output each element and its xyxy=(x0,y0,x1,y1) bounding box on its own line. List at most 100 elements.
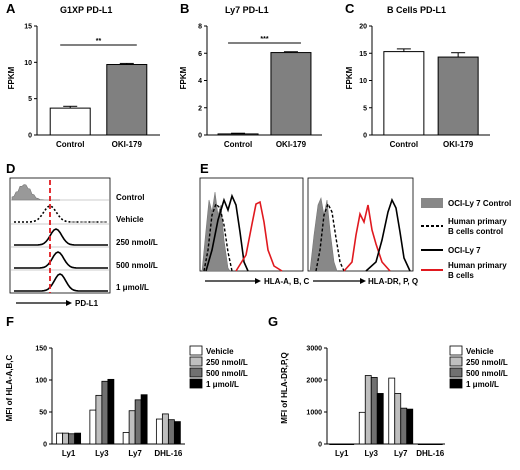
panel-a-bar-control xyxy=(49,107,91,136)
panel-g-bar-chart: 0 1000 2000 3000 Ly1 Ly3 Ly7 DHL-16 Vehicle 250 n… xyxy=(306,346,507,459)
panel-b-ytick-label: 2 xyxy=(198,105,202,112)
panel-c-ytick-label: 5 xyxy=(363,105,367,112)
panel-a-significance-label: ** xyxy=(96,38,102,45)
panel-c-title: B Cells PD-L1 xyxy=(387,5,446,15)
panel-b-bar-control xyxy=(217,133,259,136)
panel-f-legend-label: Vehicle xyxy=(206,347,234,356)
panel-e-right-xlabel: HLA-DR, P, Q xyxy=(368,277,418,286)
panel-g-legend-label: 500 nmol/L xyxy=(466,369,508,378)
panel-f-ytick-label: 0 xyxy=(43,442,47,449)
panel-f-category-label: Ly1 xyxy=(62,449,76,458)
panel-g-legend-label: 250 nmol/L xyxy=(466,358,508,367)
panel-a-ytick-label: 15 xyxy=(24,24,32,31)
panel-label-d: D xyxy=(6,161,15,176)
panel-e-left-primary-control-curve xyxy=(203,202,233,272)
panel-label-a: A xyxy=(6,1,16,16)
panel-g-legend-label: 1 μmol/L xyxy=(466,380,499,389)
panel-d-250-curve xyxy=(14,228,108,246)
panel-c-ylabel: FPKM xyxy=(345,66,354,89)
panel-g-ytick-label: 0 xyxy=(318,442,322,449)
panel-f-legend-swatch xyxy=(189,345,203,356)
panel-b-significance-label: *** xyxy=(260,36,268,43)
panel-g-bar xyxy=(400,407,408,445)
panel-a-title: G1XP PD-L1 xyxy=(60,5,112,15)
panel-c-bar-chart: 0 5 10 15 20 Control OKI-179 xyxy=(359,24,490,149)
panel-f-legend-swatch xyxy=(189,378,203,389)
panel-g-category-label: Ly3 xyxy=(365,449,379,458)
panel-d-vehicle-curve xyxy=(14,205,108,223)
panel-g-bar xyxy=(423,443,431,446)
panel-d-row-label-vehicle: Vehicle xyxy=(116,215,144,224)
panel-f-bar xyxy=(56,432,64,445)
panel-f-bar-chart: 0 50 100 150 Ly1 Ly3 Ly7 DHL-16 Vehicle 250 nmol/… xyxy=(35,346,248,459)
panel-d-histograms xyxy=(9,177,111,294)
panel-c-ytick-label: 20 xyxy=(359,24,367,31)
panel-d-xlabel: PD-L1 xyxy=(75,299,99,308)
panel-b-ytick-label: 4 xyxy=(198,78,202,85)
panel-g-ytick-label: 3000 xyxy=(306,346,322,353)
panel-g-legend-swatch xyxy=(449,356,463,367)
panel-f-bar xyxy=(140,394,148,445)
panel-g-bar xyxy=(406,408,414,445)
panel-c-ytick-label: 15 xyxy=(359,51,367,58)
panel-f-bar xyxy=(68,433,76,445)
panel-g-bar xyxy=(435,443,443,446)
panel-e-right-arrowhead-icon xyxy=(360,278,366,284)
panel-f-ytick-label: 150 xyxy=(35,346,47,353)
panel-label-c: C xyxy=(345,1,355,16)
panel-c-category-label: Control xyxy=(390,140,418,149)
panel-b-ytick-label: 8 xyxy=(198,24,202,31)
panel-d-arrowhead-icon xyxy=(66,300,72,306)
panel-f-bar xyxy=(95,394,103,445)
panel-g-bar xyxy=(394,393,402,445)
panel-b-title: Ly7 PD-L1 xyxy=(225,5,269,15)
panel-b-category-label: Control xyxy=(224,140,252,149)
panel-f-bar xyxy=(122,432,130,445)
legend-label-primary-control-2: B cells control xyxy=(448,227,503,236)
panel-g-bar xyxy=(364,375,372,445)
panel-c-bar-control xyxy=(383,51,425,136)
panel-f-bar xyxy=(161,413,169,445)
panel-e-left-xlabel: HLA-A, B, C xyxy=(264,277,310,286)
panel-c-ytick-label: 0 xyxy=(363,133,367,140)
panel-label-f: F xyxy=(6,314,14,329)
panel-d-control-histogram xyxy=(11,184,60,201)
panel-e-right-primary-control-curve xyxy=(315,202,345,272)
panel-label-g: G xyxy=(268,314,278,329)
panel-d-row-label-1umol: 1 μmol/L xyxy=(116,283,149,292)
panel-d-1umol-curve xyxy=(14,273,108,292)
panel-a-ytick-label: 5 xyxy=(28,96,32,103)
panel-b-bar-chart: 0 2 4 6 8 Control OKI-179 *** xyxy=(198,24,322,149)
panel-d-row-label-500: 500 nmol/L xyxy=(116,261,158,270)
panel-a-ytick-label: 10 xyxy=(24,60,32,67)
panel-g-bar xyxy=(429,443,437,446)
panel-f-legend-label: 1 μmol/L xyxy=(206,380,239,389)
panel-e-left-ocily7-curve xyxy=(205,193,249,272)
panel-c-category-label: OKI-179 xyxy=(443,140,474,149)
panel-f-bar xyxy=(167,419,175,445)
panel-g-category-label: Ly7 xyxy=(394,449,408,458)
panel-f-bar xyxy=(107,378,115,445)
legend-label-primary-1: Human primary xyxy=(448,261,507,270)
panel-a-ylabel: FPKM xyxy=(7,66,16,89)
panel-g-ytick-label: 2000 xyxy=(306,378,322,385)
panel-c-ytick-label: 10 xyxy=(359,78,367,85)
panel-g-category-label: Ly1 xyxy=(335,449,349,458)
panel-g-ytick-label: 1000 xyxy=(306,410,322,417)
panel-d-500-curve xyxy=(14,251,108,269)
panel-g-category-label: DHL-16 xyxy=(416,449,445,458)
panel-g-legend-swatch xyxy=(449,367,463,378)
panel-g-ylabel: MFI of HLA-DR,P,Q xyxy=(280,352,289,423)
panel-b-category-label: OKI-179 xyxy=(276,140,307,149)
panel-g-bar xyxy=(370,377,378,445)
panel-f-legend-swatch xyxy=(189,367,203,378)
panel-label-e: E xyxy=(200,161,209,176)
panel-f-bar xyxy=(74,432,82,445)
panel-e-right-ocily7-curve xyxy=(365,197,411,272)
panel-e-left-arrowhead-icon xyxy=(255,278,261,284)
panel-f-bar xyxy=(134,399,142,445)
panel-b-ylabel: FPKM xyxy=(179,66,188,89)
panel-f-bar xyxy=(62,432,70,445)
panel-e-right-frame xyxy=(307,177,414,272)
panel-a-bar-oki-179 xyxy=(106,64,148,136)
